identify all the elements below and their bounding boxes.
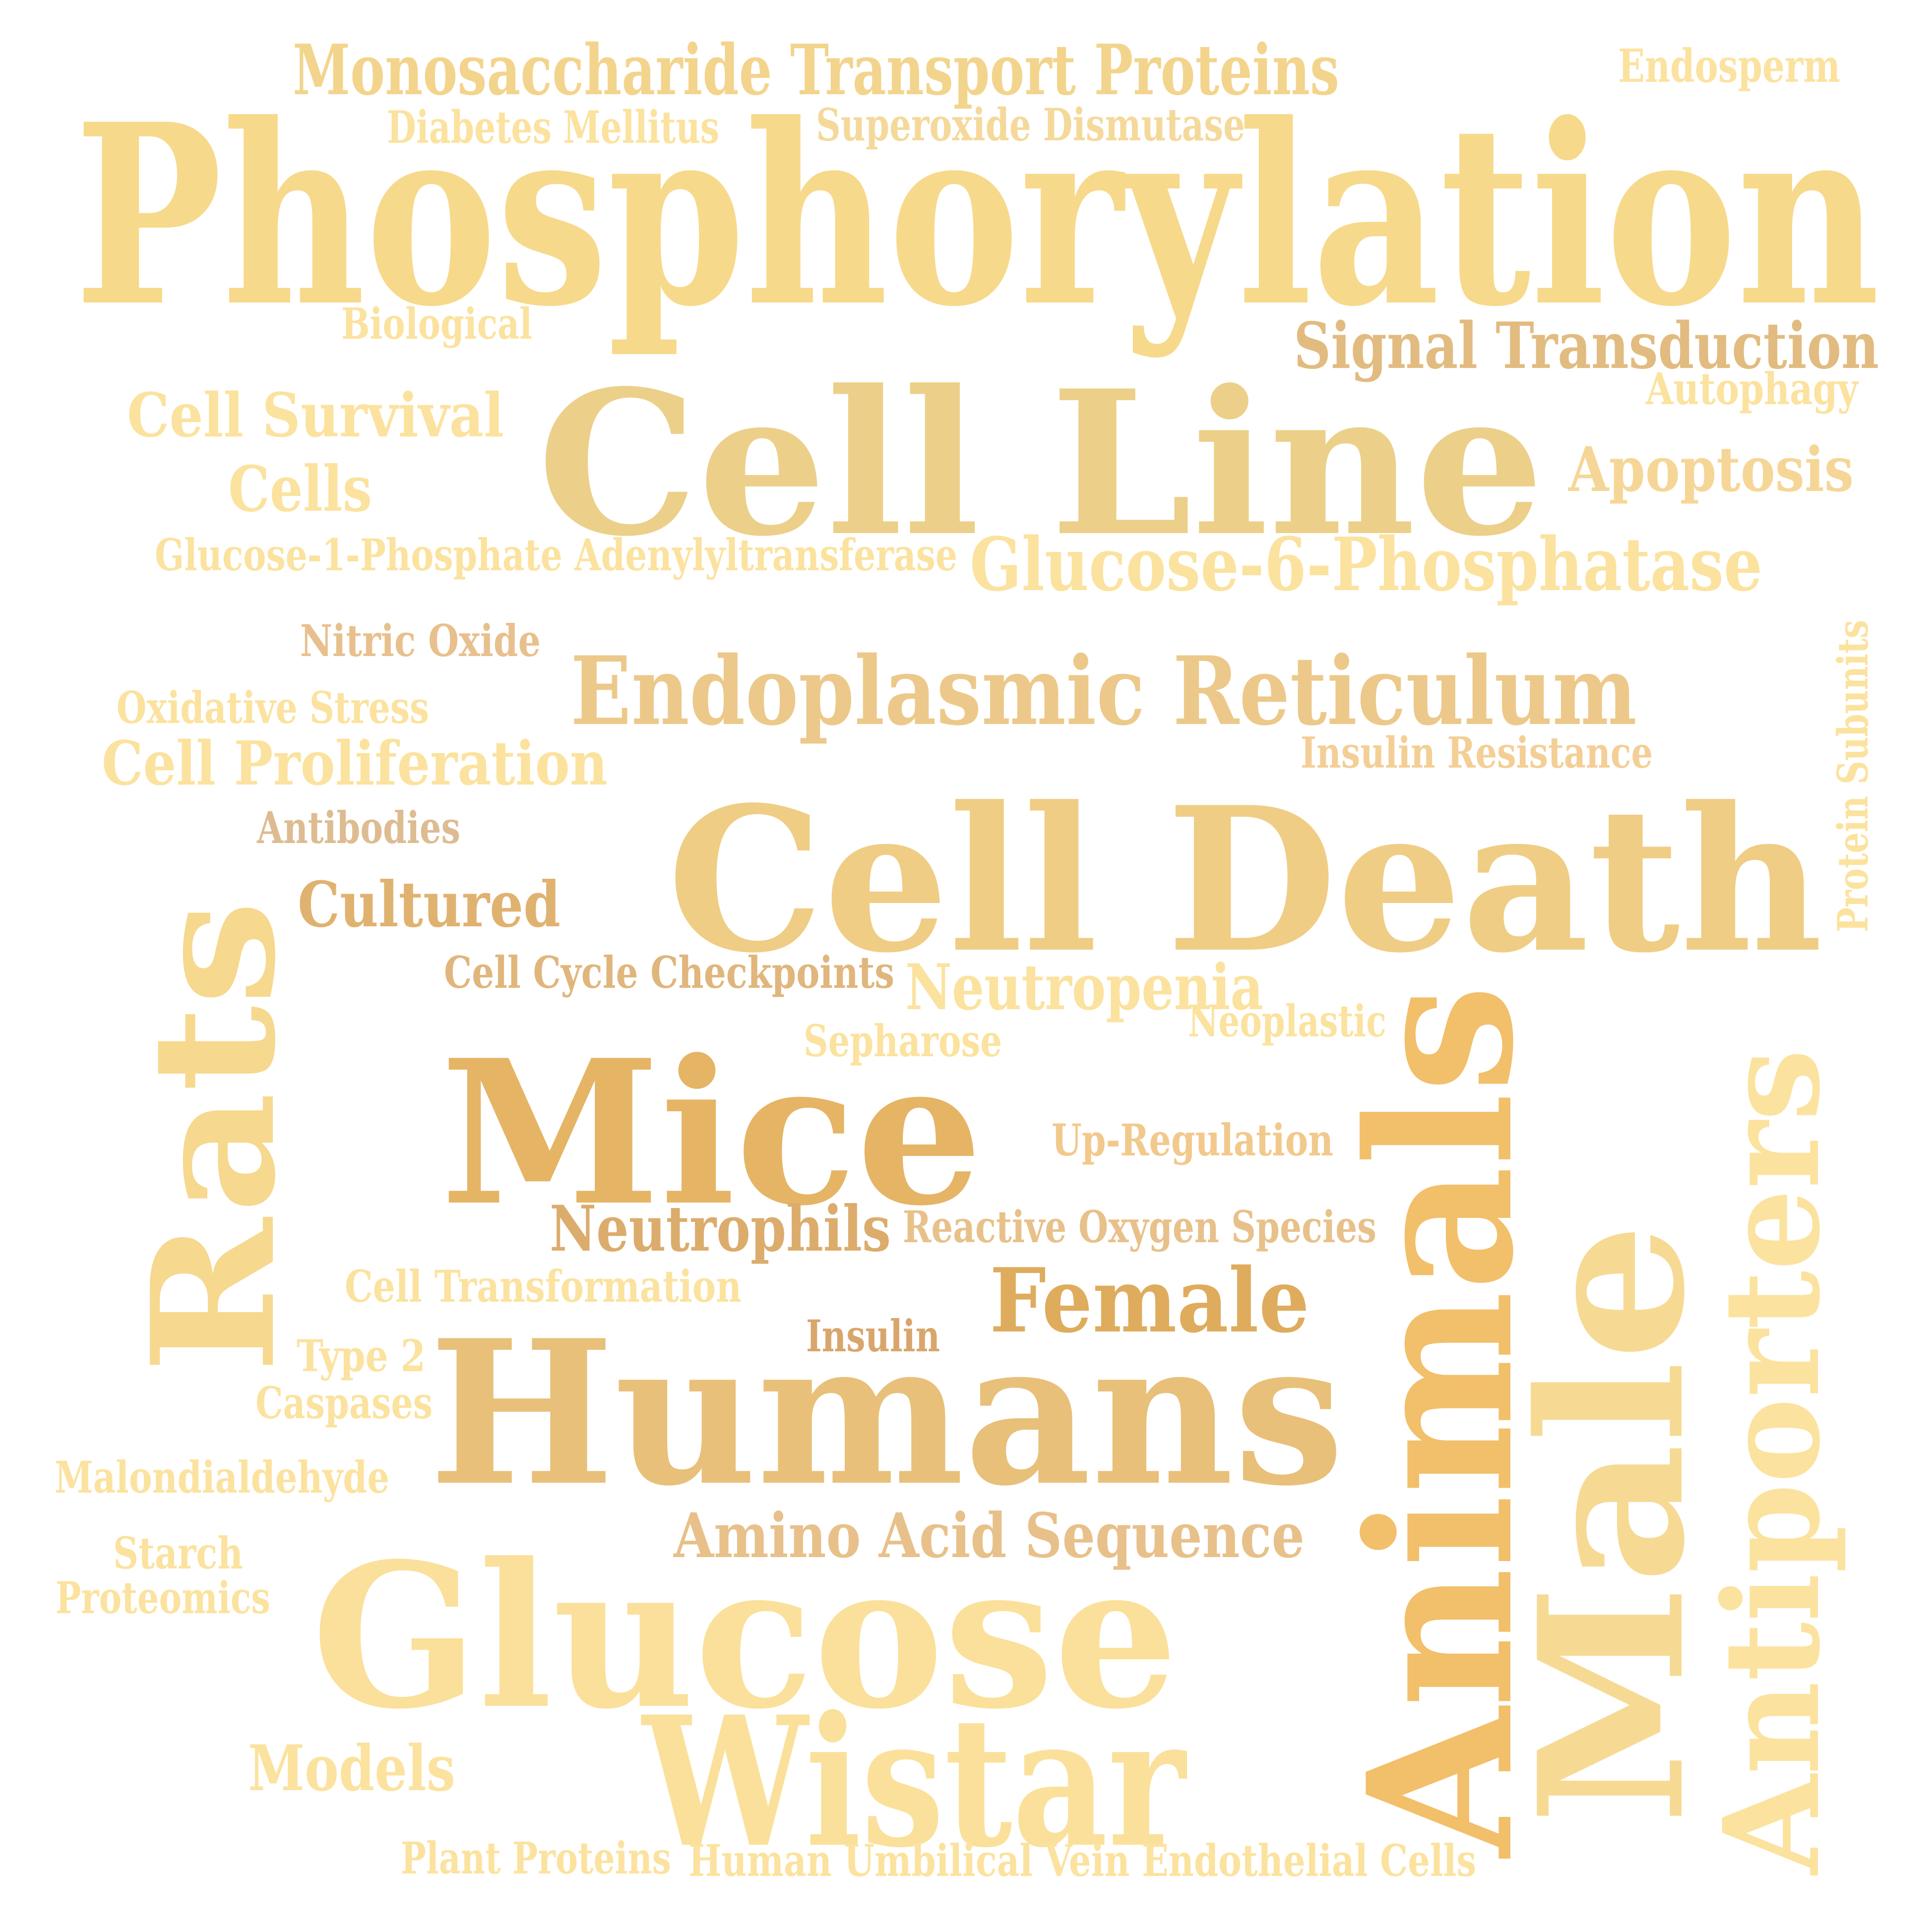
word-glucose-1-phosphate-adenylyltransferase: Glucose-1-Phosphate Adenylyltransferase: [155, 529, 957, 581]
word-cultured: Cultured: [298, 868, 561, 941]
word-sepharose: Sepharose: [804, 1015, 1002, 1067]
word-cell-proliferation: Cell Proliferation: [102, 727, 608, 799]
word-superoxide-dismutase: Superoxide Dismutase: [816, 99, 1245, 151]
word-antibodies: Antibodies: [256, 802, 460, 853]
word-neoplastic: Neoplastic: [1188, 995, 1386, 1047]
word-cell-cycle-checkpoints: Cell Cycle Checkpoints: [444, 947, 894, 998]
word-models: Models: [248, 1732, 455, 1805]
word-oxidative-stress: Oxidative Stress: [117, 682, 429, 733]
word-autophagy: Autophagy: [1645, 363, 1859, 415]
word-amino-acid-sequence: Amino Acid Sequence: [673, 1500, 1305, 1572]
word-caspases: Caspases: [255, 1377, 433, 1429]
word-female: Female: [990, 1249, 1309, 1352]
word-glucose-6-phosphatase: Glucose-6-Phosphatase: [970, 521, 1762, 607]
word-neutropenia: Neutropenia: [905, 951, 1263, 1024]
word-wistar: Wistar: [640, 1677, 1188, 1887]
word-plant-proteins: Plant Proteins: [401, 1832, 671, 1884]
word-monosaccharide-transport-proteins: Monosaccharide Transport Proteins: [293, 30, 1339, 111]
word-cell-line: Cell Line: [537, 347, 1544, 580]
word-nitric-oxide: Nitric Oxide: [300, 615, 541, 666]
word-phosphorylation: Phosphorylation: [74, 70, 1880, 361]
word-endosperm: Endosperm: [1618, 39, 1840, 93]
word-mice: Mice: [440, 1017, 983, 1250]
word-endoplasmic-reticulum: Endoplasmic Reticulum: [570, 636, 1637, 746]
word-biological: Biological: [341, 299, 532, 349]
word-male: Male: [1496, 1222, 1729, 1825]
word-diabetes-mellitus: Diabetes Mellitus: [387, 101, 719, 154]
word-up-regulation: Up-Regulation: [1052, 1114, 1333, 1166]
word-antiporters: Antiporters: [1695, 1049, 1849, 1876]
word-animals: Animals: [1324, 984, 1558, 1860]
word-cells: Cells: [228, 452, 372, 526]
word-insulin: Insulin: [806, 1310, 940, 1362]
word-apoptosis: Apoptosis: [1568, 434, 1854, 506]
word-glucose: Glucose: [312, 1520, 1178, 1753]
word-protein-subunits: Protein Subunits: [1828, 620, 1877, 932]
word-human-umbilical-vein-endothelial-cells: Human Umbilical Vein Endothelial Cells: [688, 1835, 1476, 1886]
word-cell-transformation: Cell Transformation: [345, 1261, 742, 1312]
word-reactive-oxygen-species: Reactive Oxygen Species: [903, 1201, 1376, 1253]
word-proteomics: Proteomics: [56, 1572, 270, 1624]
word-insulin-resistance: Insulin Resistance: [1301, 728, 1653, 778]
word-malondialdehyde: Malondialdehyde: [55, 1451, 389, 1503]
word-neutrophils: Neutrophils: [550, 1192, 891, 1266]
word-cell-death: Cell Death: [667, 764, 1823, 997]
word-rats: Rats: [115, 900, 313, 1374]
word-cell-survival: Cell Survival: [127, 379, 504, 451]
word-humans: Humans: [429, 1297, 1344, 1530]
word-signal-transduction: Signal Transduction: [1294, 309, 1879, 383]
word-type-2: Type 2: [297, 1330, 426, 1382]
word-starch: Starch: [113, 1527, 243, 1579]
